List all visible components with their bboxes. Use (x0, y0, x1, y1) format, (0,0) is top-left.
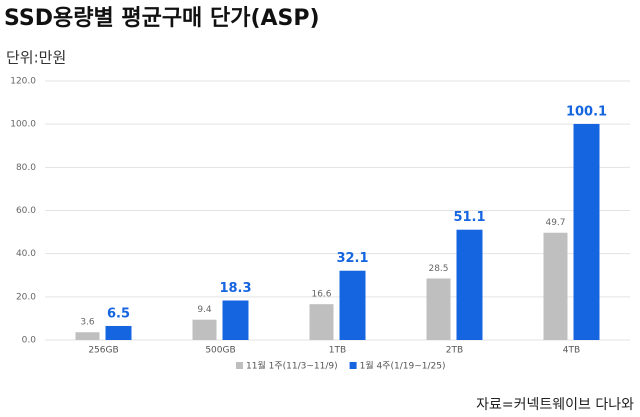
bar (573, 123, 600, 340)
x-tick-label: 4TB (563, 346, 580, 356)
value-label: 18.3 (219, 281, 251, 296)
x-tick-label: 256GB (88, 346, 118, 356)
value-label: 6.5 (107, 306, 130, 321)
value-label: 16.6 (311, 290, 331, 300)
chart-title: SSD용량별 평균구매 단가(ASP) (4, 6, 320, 31)
bar (105, 325, 132, 340)
bar (339, 270, 366, 340)
value-label: 9.4 (197, 305, 212, 315)
bar (309, 304, 334, 340)
value-label: 3.6 (80, 318, 95, 328)
bar (75, 332, 100, 340)
y-tick-label: 0.0 (22, 336, 37, 346)
x-tick-label: 2TB (446, 346, 463, 356)
y-tick-label: 120.0 (10, 77, 36, 87)
legend-swatch (236, 362, 243, 369)
bar (222, 300, 249, 340)
y-tick-label: 60.0 (16, 206, 36, 216)
x-tick-label: 1TB (329, 346, 346, 356)
x-tick-label: 500GB (205, 346, 235, 356)
y-tick-label: 20.0 (16, 292, 36, 302)
source: 자료=커넥트웨이브 다나와 (476, 397, 634, 413)
value-label: 49.7 (545, 218, 565, 228)
legend-label: 1월 4주(1/19~1/25) (360, 360, 446, 372)
bar (192, 319, 217, 340)
legend-label: 11월 1주(11/3~11/9) (246, 360, 338, 372)
bar (543, 232, 568, 340)
y-tick-label: 80.0 (16, 163, 36, 173)
value-label: 51.1 (453, 210, 485, 225)
chart-subtitle: 단위:만원 (6, 49, 66, 67)
bar (426, 278, 451, 340)
legend-swatch (349, 362, 357, 369)
value-label: 28.5 (428, 264, 448, 274)
y-tick-label: 40.0 (16, 249, 36, 259)
value-label: 32.1 (336, 251, 368, 266)
y-tick-label: 100.0 (10, 120, 36, 130)
bar (456, 229, 483, 340)
value-label: 100.1 (566, 104, 607, 119)
